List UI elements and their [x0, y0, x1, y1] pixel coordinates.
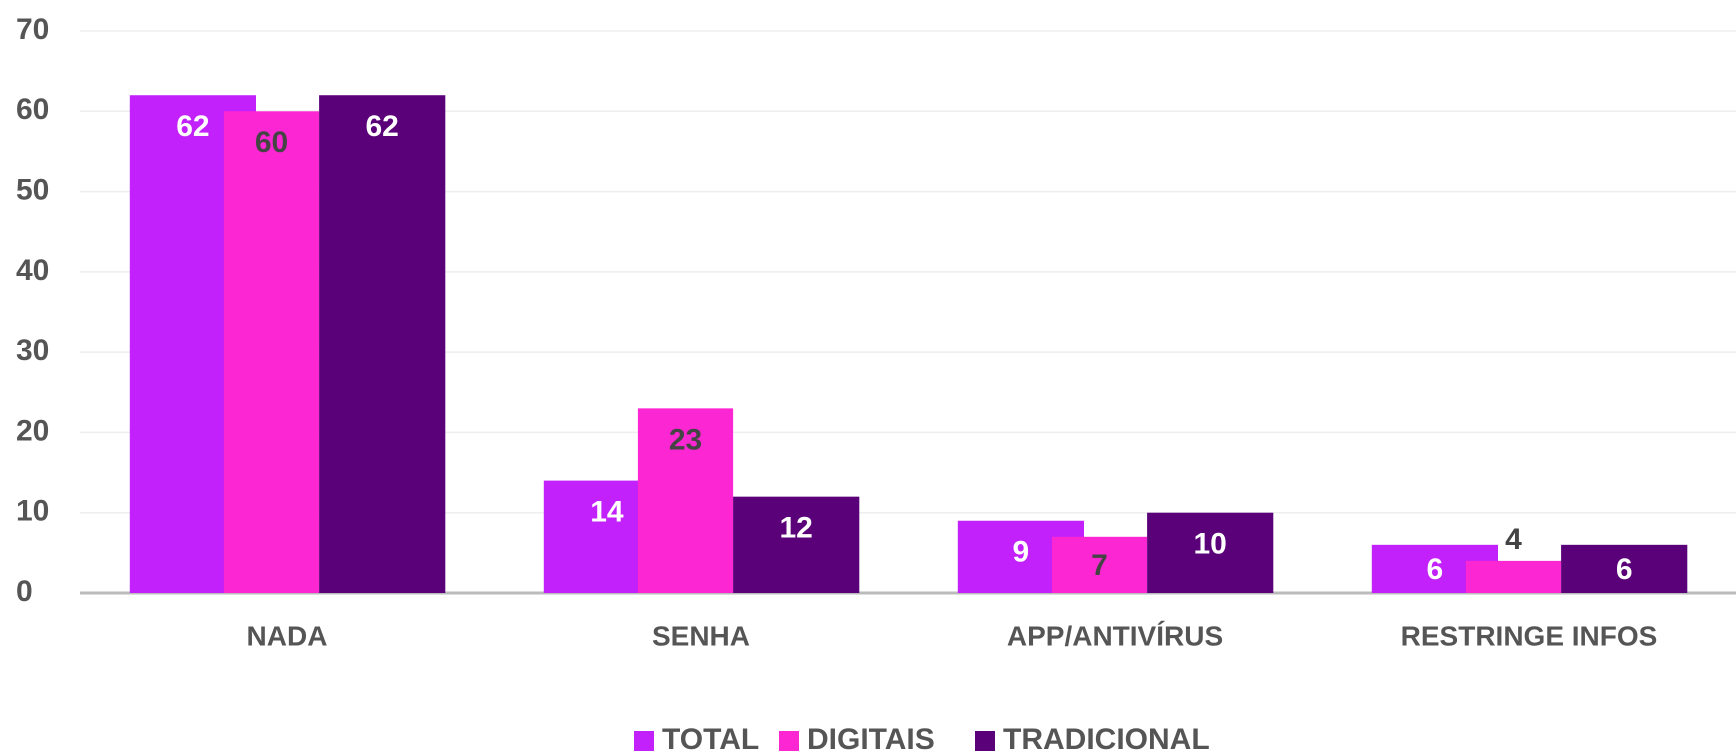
- value-label: 14: [590, 496, 624, 529]
- y-tick-label: 30: [16, 334, 49, 367]
- value-label: 23: [669, 423, 702, 456]
- x-tick-label: NADA: [247, 620, 328, 651]
- bar: [637, 408, 734, 593]
- legend-swatch: [634, 731, 654, 751]
- legend-label: DIGITAIS: [807, 723, 935, 755]
- bar: [1465, 560, 1562, 593]
- value-label: 7: [1091, 549, 1108, 582]
- y-tick-label: 40: [16, 254, 49, 287]
- bar: [1147, 512, 1274, 593]
- bar: [733, 496, 860, 593]
- value-label: 10: [1194, 528, 1227, 561]
- legend-label: TOTAL: [662, 723, 759, 755]
- legend-swatch: [975, 731, 995, 751]
- value-label: 6: [1616, 553, 1633, 586]
- y-tick-label: 60: [16, 93, 49, 126]
- value-label: 6: [1427, 553, 1444, 586]
- value-label: 60: [255, 126, 288, 159]
- x-tick-label: APP/ANTIVÍRUS: [1007, 620, 1223, 651]
- y-tick-label: 70: [16, 13, 49, 46]
- x-tick-label: RESTRINGE INFOS: [1401, 620, 1658, 651]
- x-tick-label: SENHA: [652, 620, 750, 651]
- value-label: 4: [1505, 523, 1522, 556]
- y-tick-label: 50: [16, 173, 49, 206]
- bar: [1051, 536, 1148, 593]
- legend-label: TRADICIONAL: [1003, 723, 1210, 755]
- value-label: 62: [176, 110, 209, 143]
- y-tick-label: 10: [16, 495, 49, 528]
- legend-swatch: [779, 731, 799, 751]
- value-label: 62: [366, 110, 399, 143]
- y-tick-label: 0: [16, 575, 33, 608]
- bar: [1561, 544, 1688, 593]
- value-label: 9: [1013, 536, 1030, 569]
- value-label: 12: [780, 512, 813, 545]
- bar: [223, 111, 320, 594]
- y-tick-label: 20: [16, 414, 49, 447]
- bar: [319, 95, 446, 593]
